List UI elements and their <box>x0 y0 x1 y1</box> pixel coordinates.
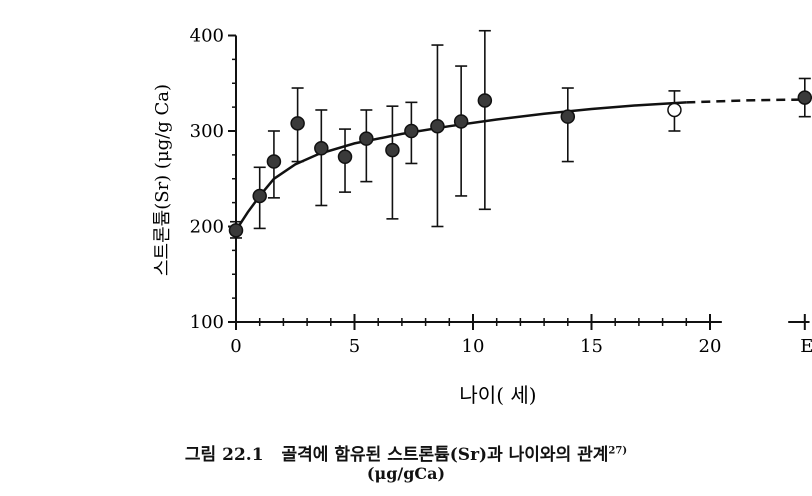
data-point-group <box>667 90 682 132</box>
x-tick-label: 0 <box>230 336 241 357</box>
data-point <box>228 223 244 238</box>
y-tick-label: 100 <box>190 312 224 333</box>
data-point <box>314 140 329 156</box>
data-point-group <box>453 65 469 197</box>
data-point-group <box>404 101 419 165</box>
data-point <box>337 149 353 165</box>
y-tick-label: 400 <box>190 26 224 47</box>
data-point <box>430 118 445 134</box>
figure-caption: 그림 22.1 골격에 함유된 스트론튬(Sr)과 나이와의 관계27) <box>0 440 812 465</box>
y-axis-label: 스트론튬(Sr) (μg/g Ca) <box>152 84 173 276</box>
data-point-group <box>337 128 353 193</box>
data-point <box>359 131 374 146</box>
y-tick-label: 300 <box>190 121 224 142</box>
data-point <box>252 188 267 204</box>
x-tick-label-e: E <box>800 336 812 357</box>
caption-text: 골격에 함유된 스트론튬(Sr)과 나이와의 관계 <box>281 445 609 465</box>
caption-reference: 27) <box>608 445 628 457</box>
data-point <box>404 123 419 139</box>
data-point-group <box>266 130 282 199</box>
data-point <box>797 90 812 105</box>
y-tick-label: 200 <box>190 217 224 238</box>
figure-number: 그림 22.1 <box>184 445 264 465</box>
data-point-group <box>797 77 812 118</box>
data-point-group <box>314 109 329 207</box>
x-tick-label: 15 <box>580 336 603 357</box>
data-point-group <box>477 29 493 211</box>
data-point-group <box>430 44 445 228</box>
fit-curve-dashed <box>686 98 805 104</box>
x-axis-label: 나이( 세) <box>459 383 536 407</box>
data-point-group <box>385 105 400 220</box>
data-point-group <box>359 109 374 183</box>
data-point-group <box>252 166 267 230</box>
data-point <box>667 102 682 118</box>
data-point <box>560 109 576 124</box>
x-tick-label: 10 <box>462 336 485 357</box>
caption-unit: (μg/gCa) <box>366 464 446 483</box>
data-point-group <box>560 87 576 163</box>
data-point-group <box>228 220 244 239</box>
x-tick-label: 20 <box>699 336 722 357</box>
data-point <box>266 154 282 169</box>
data-point-group <box>290 87 305 163</box>
data-point <box>385 142 400 158</box>
x-tick-label: 5 <box>349 336 360 357</box>
data-point <box>290 116 305 131</box>
data-point <box>453 114 469 129</box>
data-point <box>477 93 493 108</box>
